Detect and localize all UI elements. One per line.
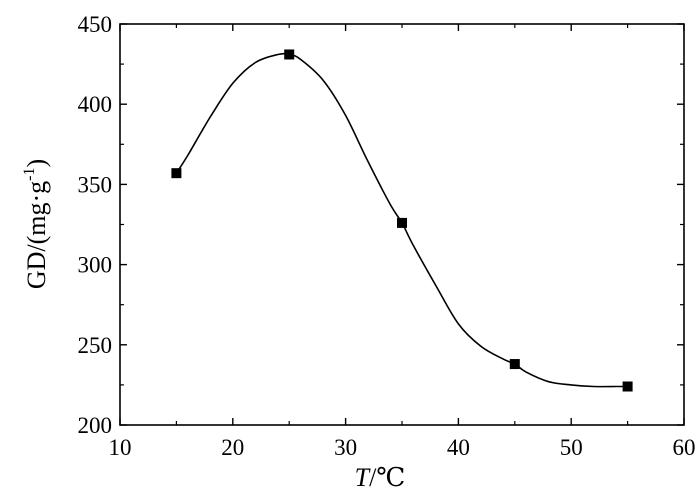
- x-axis-label-unit: /℃: [369, 463, 405, 492]
- x-tick-label: 40: [447, 435, 470, 460]
- x-tick-label: 10: [109, 435, 132, 460]
- data-point: [397, 217, 407, 228]
- data-point: [284, 49, 295, 60]
- y-tick-label: 450: [78, 12, 113, 37]
- x-tick-label: 30: [334, 435, 357, 460]
- y-tick-label: 200: [78, 413, 113, 438]
- y-tick-label: 300: [78, 253, 113, 278]
- x-axis-label-var: T: [355, 463, 371, 492]
- data-point: [171, 168, 182, 179]
- data-point: [509, 359, 520, 370]
- x-tick-label: 20: [221, 435, 244, 460]
- y-axis-label-sup: -1: [21, 168, 38, 181]
- x-axis-label: T/℃: [355, 463, 406, 492]
- y-tick-label: 350: [78, 172, 113, 197]
- x-tick-label: 50: [560, 435, 583, 460]
- y-axis-label-close: ): [22, 159, 51, 168]
- x-tick-label: 60: [673, 435, 696, 460]
- axis-ticks: [119, 23, 685, 426]
- x-tick-labels: 10 20 30 40 50 60: [109, 435, 696, 460]
- data-markers: [171, 49, 633, 392]
- y-tick-label: 250: [78, 333, 113, 358]
- data-point: [622, 381, 633, 392]
- y-tick-label: 400: [78, 92, 113, 117]
- y-tick-labels: 200 250 300 350 400 450: [78, 12, 113, 438]
- y-axis-label-main: GD/(mg·g: [22, 181, 51, 289]
- y-axis-label: GD/(mg·g-1): [21, 159, 51, 289]
